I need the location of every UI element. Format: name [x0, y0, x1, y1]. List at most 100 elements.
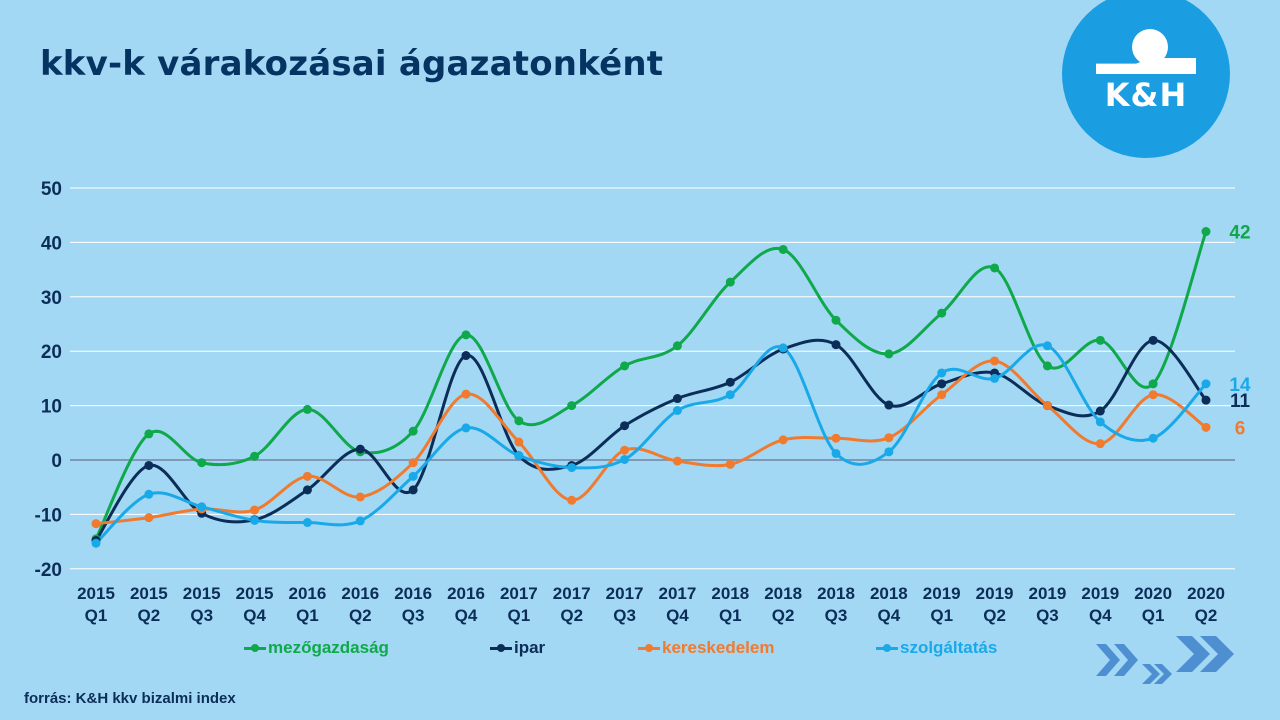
- data-point: [197, 502, 207, 512]
- data-point: [514, 451, 524, 461]
- y-tick-label: 20: [41, 342, 62, 363]
- data-point: [144, 460, 154, 470]
- x-tick-label-year: 2016: [394, 584, 432, 603]
- x-tick-label-quarter: Q1: [296, 606, 319, 625]
- data-point: [461, 389, 471, 399]
- data-point: [461, 423, 471, 433]
- data-point: [990, 263, 1000, 273]
- x-tick-label-quarter: Q1: [930, 606, 953, 625]
- kh-logo: K&H: [1062, 0, 1230, 158]
- data-point: [302, 471, 312, 481]
- data-point: [620, 445, 630, 455]
- data-point: [725, 377, 735, 387]
- data-point: [884, 447, 894, 457]
- data-point: [250, 451, 260, 461]
- data-point: [1042, 341, 1052, 351]
- data-point: [937, 379, 947, 389]
- x-tick-label-quarter: Q1: [508, 606, 531, 625]
- legend-label: szolgáltatás: [900, 638, 998, 657]
- logo-text: K&H: [1104, 76, 1188, 114]
- data-point: [1148, 390, 1158, 400]
- data-point: [672, 394, 682, 404]
- data-point: [355, 492, 365, 502]
- page-title: kkv-k várakozásai ágazatonként: [40, 44, 664, 84]
- data-point: [144, 489, 154, 499]
- y-tick-label: 0: [51, 451, 62, 472]
- x-tick-label-year: 2017: [500, 584, 538, 603]
- data-point: [1095, 406, 1105, 416]
- legend-label: kereskedelem: [662, 638, 775, 657]
- data-point: [302, 404, 312, 414]
- y-tick-label: 30: [41, 288, 62, 309]
- data-point: [567, 495, 577, 505]
- chart-legend: mezőgazdaság ipar kereskedelem szolgáltatás: [0, 638, 1280, 660]
- data-point: [567, 463, 577, 473]
- data-point: [355, 516, 365, 526]
- data-point: [408, 485, 418, 495]
- x-tick-label-year: 2019: [1029, 584, 1067, 603]
- legend-item: ipar: [490, 638, 545, 658]
- x-tick-label-quarter: Q2: [349, 606, 372, 625]
- legend-item: kereskedelem: [638, 638, 774, 658]
- x-tick-label-quarter: Q3: [190, 606, 213, 625]
- data-point: [778, 244, 788, 254]
- data-point: [1148, 379, 1158, 389]
- data-point: [91, 519, 101, 529]
- data-point: [672, 341, 682, 351]
- series-points: [91, 227, 1211, 548]
- data-point: [778, 343, 788, 353]
- x-tick-label-quarter: Q2: [138, 606, 161, 625]
- x-tick-label-year: 2019: [1081, 584, 1119, 603]
- data-point: [831, 448, 841, 458]
- legend-label: mezőgazdaság: [268, 638, 389, 657]
- x-tick-label-year: 2016: [341, 584, 379, 603]
- data-point: [567, 401, 577, 411]
- x-tick-label-quarter: Q2: [560, 606, 583, 625]
- data-point: [355, 444, 365, 454]
- gridlines: [70, 187, 1235, 570]
- data-point: [302, 518, 312, 528]
- data-point: [1042, 401, 1052, 411]
- x-tick-label-quarter: Q4: [666, 606, 689, 625]
- x-tick-label-quarter: Q1: [1142, 606, 1165, 625]
- legend-label: ipar: [514, 638, 546, 657]
- data-point: [250, 505, 260, 515]
- series-line-series-3: [94, 343, 1208, 545]
- data-point: [1148, 335, 1158, 345]
- data-point: [725, 390, 735, 400]
- y-tick-label: -20: [35, 560, 62, 581]
- x-tick-label-quarter: Q1: [85, 606, 108, 625]
- legend-marker-icon: [244, 643, 266, 652]
- legend-item: szolgáltatás: [876, 638, 997, 658]
- data-point: [725, 277, 735, 287]
- x-tick-label-year: 2017: [659, 584, 697, 603]
- x-tick-label-year: 2020: [1134, 584, 1172, 603]
- data-point: [1095, 335, 1105, 345]
- data-point: [1095, 417, 1105, 427]
- data-point: [937, 390, 947, 400]
- source-note: forrás: K&H kkv bizalmi index: [24, 690, 236, 707]
- data-point: [831, 315, 841, 325]
- data-point: [884, 433, 894, 443]
- data-point: [672, 456, 682, 466]
- legend-marker-icon: [490, 643, 512, 652]
- data-point: [1042, 361, 1052, 371]
- x-tick-label-quarter: Q3: [1036, 606, 1059, 625]
- data-point: [461, 330, 471, 340]
- x-tick-label-year: 2017: [606, 584, 644, 603]
- data-point: [1201, 422, 1211, 432]
- x-tick-label-year: 2018: [870, 584, 908, 603]
- x-tick-label-quarter: Q2: [772, 606, 795, 625]
- x-tick-label-quarter: Q3: [825, 606, 848, 625]
- data-point: [1201, 395, 1211, 405]
- x-tick-label-quarter: Q4: [878, 606, 901, 625]
- x-tick-label-year: 2015: [130, 584, 168, 603]
- data-point: [1201, 227, 1211, 237]
- data-point: [197, 458, 207, 468]
- data-point: [884, 349, 894, 359]
- data-point: [937, 308, 947, 318]
- end-value-label: 6: [1235, 418, 1246, 439]
- y-tick-label: 50: [41, 179, 62, 200]
- x-tick-label-quarter: Q4: [243, 606, 266, 625]
- x-tick-label-quarter: Q3: [613, 606, 636, 625]
